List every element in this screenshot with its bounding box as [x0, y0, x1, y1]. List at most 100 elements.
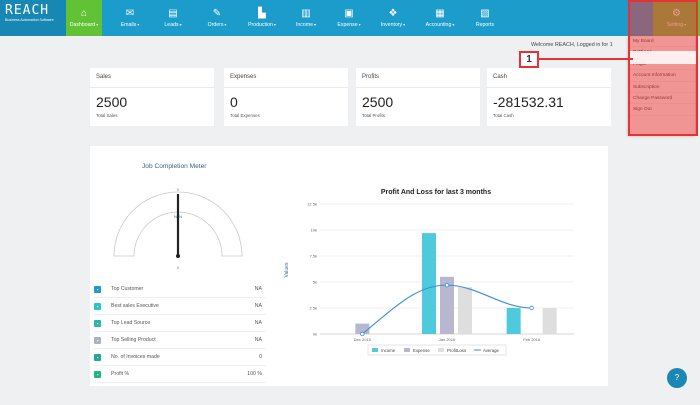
nav-accounting[interactable]: ▦ Accounting▾	[417, 0, 463, 36]
nav-label: Income	[295, 22, 313, 28]
card-subtitle: Total Expenses	[230, 113, 260, 118]
chart-average-point	[360, 331, 365, 337]
nav-label: Orders	[207, 22, 224, 28]
factory-icon: ▙	[258, 8, 266, 19]
nav-label: Accounting	[425, 22, 452, 28]
nav-label: Emails	[120, 22, 137, 28]
info-value: 0	[259, 354, 262, 360]
info-row: ▪ Top Customer NA	[94, 281, 266, 298]
card-divider	[224, 87, 348, 88]
chart-xtick-label: Feb 2016	[523, 337, 541, 342]
dropdown-item-plugin[interactable]: Plugin	[628, 59, 695, 71]
stat-card-expenses: Expenses 0 Total Expenses	[224, 68, 348, 126]
chart-bar-profitloss	[542, 308, 557, 334]
info-row: ▪ Best sales Executive NA	[94, 298, 266, 315]
nav-leads[interactable]: ▤ Leads▾	[153, 0, 193, 36]
nav-setting[interactable]: ⚙ Setting▾	[653, 0, 700, 36]
caret-down-icon: ▾	[452, 22, 455, 27]
info-value: NA	[254, 320, 262, 326]
chart-bar-income	[422, 233, 436, 334]
gear-icon: ⚙	[672, 8, 681, 19]
card-title: Cash	[493, 74, 508, 80]
chart-legend-swatch	[404, 348, 410, 352]
card-subtitle: Total Sales	[96, 113, 118, 118]
brand-tagline: Business Automation Software	[5, 18, 54, 22]
chart-xtick-label: Dec 2015	[354, 337, 372, 342]
info-label: Top Lead Source	[111, 320, 151, 326]
chart-bar-expense	[355, 323, 370, 334]
caret-down-icon: ▾	[403, 22, 406, 27]
chart-legend-swatch	[372, 348, 378, 352]
card-divider	[90, 87, 214, 88]
info-icon: ▪	[94, 319, 101, 327]
caret-down-icon: ▾	[137, 22, 140, 27]
bar-chart-icon: ▥	[301, 8, 311, 19]
brand-logo[interactable]: REACH Business Automation Software	[0, 0, 66, 36]
card-value: -281532.31	[493, 94, 564, 110]
info-value: NA	[254, 337, 262, 343]
chart-ytick-label: 7.5k	[309, 254, 317, 259]
nav-production[interactable]: ▙ Production▾	[241, 0, 283, 36]
card-subtitle: Total Cash	[493, 113, 514, 118]
envelope-icon: ✉	[125, 8, 135, 19]
chart-average-point	[444, 282, 450, 288]
dropdown-item-account-information[interactable]: Account Information	[628, 70, 695, 82]
stat-card-cash: Cash -281532.31 Total Cash	[487, 68, 611, 126]
nav-dashboard[interactable]: ⌂ Dashboard▾	[66, 0, 102, 36]
card-value: 2500	[362, 94, 394, 110]
card-divider	[356, 87, 480, 88]
caret-down-icon: ▾	[224, 22, 227, 27]
chart-ytick-label: 2.5k	[309, 306, 317, 311]
info-icon: ▪	[94, 336, 101, 344]
help-button[interactable]: ?	[667, 368, 687, 388]
job-completion-gauge: 0 0 NaN 0	[113, 187, 243, 270]
nav-expense[interactable]: ▣ Expense▾	[329, 0, 369, 36]
chart-average-point	[529, 305, 534, 311]
stat-card-sales: Sales 2500 Total Sales	[90, 68, 214, 126]
chart-bar-income	[506, 308, 521, 334]
chart-legend-label: Expense	[413, 348, 430, 353]
card-title: Expenses	[230, 74, 257, 80]
dropdown-item-sign-out[interactable]: Sign Out	[628, 104, 695, 116]
chart-ylabel: Values	[284, 262, 290, 277]
chart-legend-swatch	[438, 348, 444, 352]
nav-label: Leads	[164, 22, 179, 28]
caret-down-icon: ▾	[179, 22, 182, 27]
info-label: Top Selling Product	[111, 337, 156, 343]
profit-loss-chart: Profit And Loss for last 3 months Values 0…	[284, 189, 574, 356]
chart-legend-label: ProfitLoss	[447, 348, 466, 353]
cubes-icon: ❖	[388, 8, 398, 19]
info-icon: ▪	[94, 285, 101, 293]
nav-reports[interactable]: ▧ Reports	[466, 0, 504, 36]
dropdown-item-subscription[interactable]: Subscription	[628, 82, 695, 93]
calculator-icon: ▦	[435, 8, 445, 19]
dropdown-item-my-board[interactable]: My Board	[628, 36, 695, 48]
gauge-arc	[113, 191, 243, 257]
nav-orders[interactable]: ✎ Orders▾	[196, 0, 238, 36]
dropdown-item-change-password[interactable]: Change Password	[628, 93, 695, 105]
chart-ytick-label: 0k	[313, 332, 317, 337]
info-icon: ▪	[94, 302, 101, 310]
dropdown-item-settings[interactable]: Settings	[628, 47, 695, 59]
info-icon: ▪	[94, 370, 101, 378]
chart-bar-profitloss	[458, 287, 472, 334]
info-label: Top Customer	[111, 286, 144, 292]
info-label: Best sales Executive	[111, 303, 159, 309]
card-divider	[487, 87, 611, 88]
gauge-max-label: 0	[177, 187, 180, 192]
card-value: 0	[230, 94, 238, 110]
chart-title: Profit And Loss for last 3 months	[381, 189, 491, 196]
nav-inventory[interactable]: ❖ Inventory▾	[372, 0, 414, 36]
dashboard-panel	[90, 146, 608, 386]
nav-emails[interactable]: ✉ Emails▾	[110, 0, 150, 36]
info-label: Profit %	[111, 371, 130, 377]
chart-ytick-label: 5k	[313, 280, 317, 285]
caret-down-icon: ▾	[314, 22, 317, 27]
caret-down-icon: ▾	[96, 22, 99, 27]
card-value: 2500	[96, 94, 128, 110]
card-subtitle: Total Profits	[362, 113, 385, 118]
info-list: ▪ Top Customer NA ▪ Best sales Executive NA ▪ T…	[94, 281, 266, 383]
annotation-line	[539, 58, 633, 60]
info-value: 100 %	[247, 371, 262, 377]
nav-income[interactable]: ▥ Income▾	[286, 0, 326, 36]
